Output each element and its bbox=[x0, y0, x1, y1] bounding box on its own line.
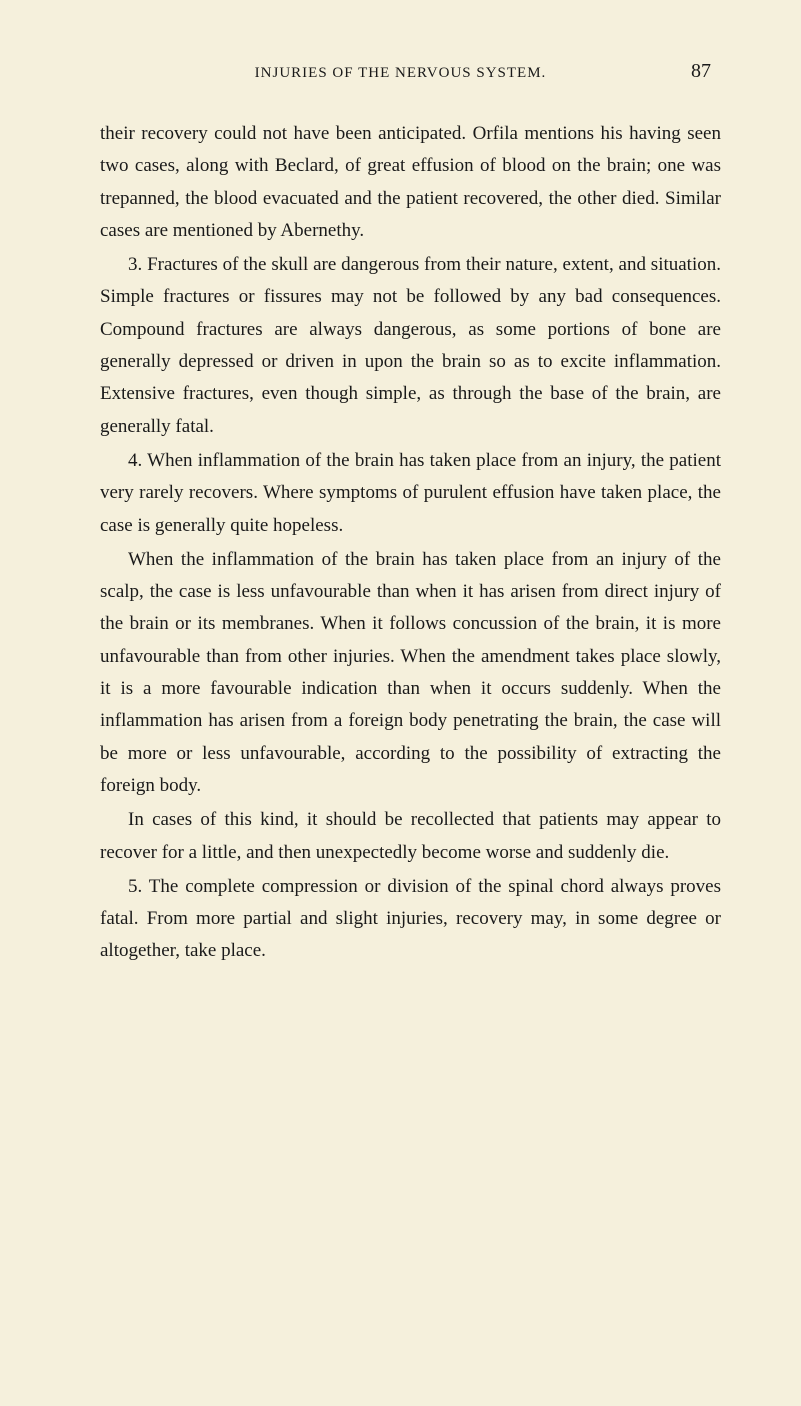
paragraph-6: 5. The complete compression or division … bbox=[100, 871, 721, 968]
page-header: INJURIES OF THE NERVOUS SYSTEM. 87 bbox=[100, 60, 721, 83]
running-title: INJURIES OF THE NERVOUS SYSTEM. bbox=[110, 65, 691, 82]
paragraph-3: 4. When inflammation of the brain has ta… bbox=[100, 445, 721, 542]
paragraph-5: In cases of this kind, it should be reco… bbox=[100, 804, 721, 869]
paragraph-4: When the inflammation of the brain has t… bbox=[100, 544, 721, 802]
body-text: their recovery could not have been antic… bbox=[100, 118, 721, 968]
page-number: 87 bbox=[691, 60, 711, 83]
paragraph-2: 3. Fractures of the skull are dangerous … bbox=[100, 249, 721, 443]
paragraph-1: their recovery could not have been antic… bbox=[100, 118, 721, 247]
